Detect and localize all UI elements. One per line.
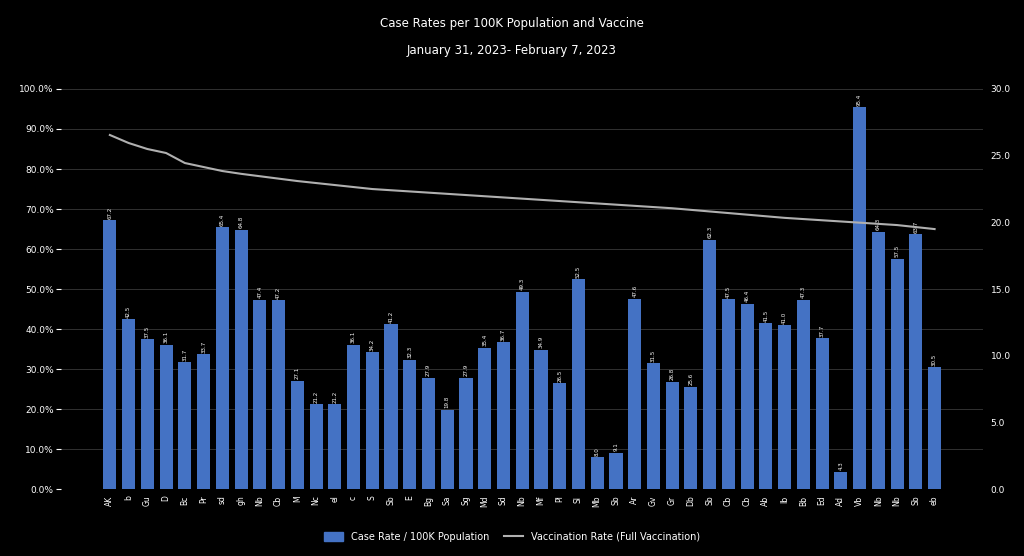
Text: 8.0: 8.0 <box>595 447 600 456</box>
Bar <box>778 325 792 489</box>
Bar <box>516 292 528 489</box>
Text: 65.4: 65.4 <box>220 214 225 226</box>
Bar <box>234 230 248 489</box>
Text: 21.2: 21.2 <box>333 390 337 403</box>
Legend: Case Rate / 100K Population, Vaccination Rate (Full Vaccination): Case Rate / 100K Population, Vaccination… <box>319 528 705 545</box>
Bar <box>591 457 604 489</box>
Text: 46.4: 46.4 <box>744 290 750 302</box>
Bar <box>291 381 304 489</box>
Text: 64.3: 64.3 <box>876 218 881 230</box>
Text: 25.6: 25.6 <box>688 373 693 385</box>
Text: 63.7: 63.7 <box>913 220 919 232</box>
Text: January 31, 2023- February 7, 2023: January 31, 2023- February 7, 2023 <box>408 44 616 57</box>
Bar <box>329 404 341 489</box>
Bar <box>478 348 492 489</box>
Text: 49.3: 49.3 <box>520 278 524 290</box>
Text: 27.9: 27.9 <box>426 364 431 376</box>
Text: 31.7: 31.7 <box>182 349 187 361</box>
Bar <box>253 300 266 489</box>
Bar <box>122 319 135 489</box>
Bar <box>384 324 397 489</box>
Bar <box>347 345 360 489</box>
Text: 21.2: 21.2 <box>313 390 318 403</box>
Bar <box>460 378 472 489</box>
Text: 32.3: 32.3 <box>408 346 413 359</box>
Bar <box>909 234 923 489</box>
Text: 34.9: 34.9 <box>539 336 544 348</box>
Bar <box>535 350 548 489</box>
Bar <box>103 220 117 489</box>
Text: 27.9: 27.9 <box>464 364 469 376</box>
Text: 41.2: 41.2 <box>388 310 393 322</box>
Text: 26.8: 26.8 <box>670 368 675 380</box>
Text: 35.4: 35.4 <box>482 334 487 346</box>
Bar <box>853 107 866 489</box>
Bar <box>553 383 566 489</box>
Bar <box>141 339 154 489</box>
Text: 31.5: 31.5 <box>651 349 656 361</box>
Bar <box>760 323 772 489</box>
Bar <box>178 363 191 489</box>
Bar <box>666 382 679 489</box>
Bar <box>422 378 435 489</box>
Text: 4.3: 4.3 <box>839 461 844 470</box>
Text: 52.5: 52.5 <box>575 265 581 277</box>
Text: 30.5: 30.5 <box>932 353 937 366</box>
Bar <box>815 339 828 489</box>
Bar <box>722 299 735 489</box>
Bar <box>703 240 716 489</box>
Bar <box>403 360 417 489</box>
Bar <box>871 232 885 489</box>
Text: 26.5: 26.5 <box>557 369 562 381</box>
Bar <box>684 387 697 489</box>
Text: 47.6: 47.6 <box>632 285 637 297</box>
Text: 64.8: 64.8 <box>239 216 244 229</box>
Text: 33.7: 33.7 <box>201 340 206 353</box>
Bar <box>366 353 379 489</box>
Text: 19.8: 19.8 <box>444 396 450 409</box>
Bar <box>740 304 754 489</box>
Bar <box>272 300 285 489</box>
Bar <box>197 354 210 489</box>
Text: 62.3: 62.3 <box>708 226 712 239</box>
Bar <box>609 453 623 489</box>
Text: 36.7: 36.7 <box>501 329 506 341</box>
Bar <box>797 300 810 489</box>
Text: 27.1: 27.1 <box>295 367 300 379</box>
Text: 36.1: 36.1 <box>164 331 169 343</box>
Bar <box>216 227 229 489</box>
Bar <box>891 259 903 489</box>
Text: 41.0: 41.0 <box>782 311 787 324</box>
Text: 47.2: 47.2 <box>276 286 281 299</box>
Bar <box>440 410 454 489</box>
Text: 47.5: 47.5 <box>726 285 731 297</box>
Bar <box>160 345 173 489</box>
Text: 37.5: 37.5 <box>144 325 150 337</box>
Text: 36.1: 36.1 <box>351 331 356 343</box>
Text: 47.4: 47.4 <box>257 286 262 298</box>
Bar <box>309 404 323 489</box>
Bar <box>928 367 941 489</box>
Text: 42.5: 42.5 <box>126 305 131 317</box>
Text: 57.5: 57.5 <box>895 245 900 257</box>
Bar <box>835 472 848 489</box>
Bar <box>572 279 585 489</box>
Text: 67.2: 67.2 <box>108 206 113 219</box>
Text: 9.1: 9.1 <box>613 443 618 451</box>
Bar <box>628 299 641 489</box>
Bar <box>647 363 660 489</box>
Text: 37.7: 37.7 <box>819 325 824 337</box>
Text: 34.2: 34.2 <box>370 339 375 351</box>
Text: 95.4: 95.4 <box>857 93 862 106</box>
Text: Case Rates per 100K Population and Vaccine: Case Rates per 100K Population and Vacci… <box>380 17 644 29</box>
Bar <box>497 342 510 489</box>
Text: 47.3: 47.3 <box>801 286 806 299</box>
Text: 41.5: 41.5 <box>764 309 768 321</box>
